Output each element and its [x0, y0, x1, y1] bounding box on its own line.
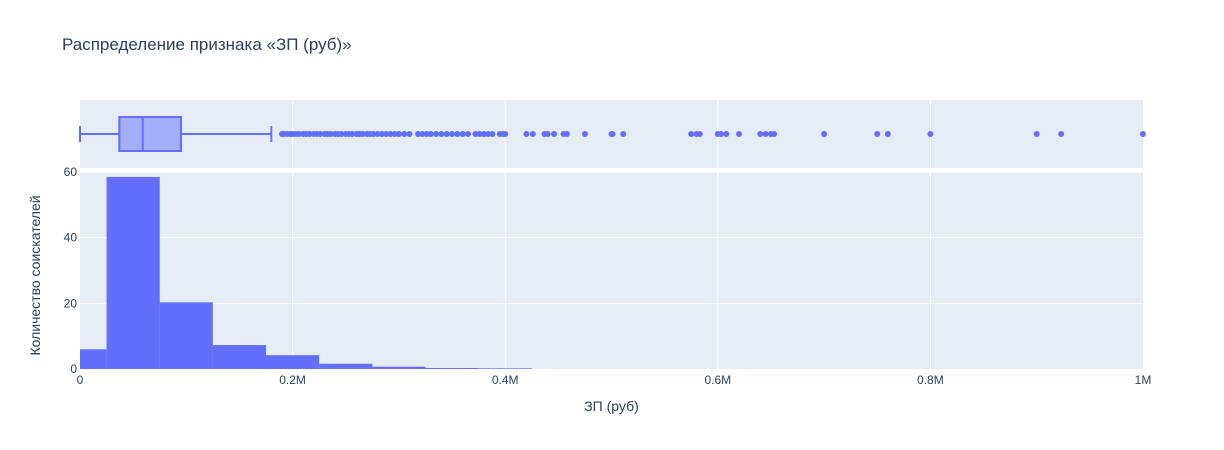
box-outlier-point	[581, 131, 588, 137]
box-outlier-point	[433, 131, 440, 137]
box-outlier-point	[370, 131, 377, 137]
box-outlier-point	[1058, 131, 1065, 137]
histogram-bar	[425, 368, 479, 369]
x-tick-label: 0.6M	[704, 373, 731, 387]
box-outlier-point	[359, 131, 366, 137]
box-outlier-point	[1140, 131, 1146, 137]
box-outlier-point	[401, 131, 408, 137]
histogram-gridlines	[80, 171, 1143, 369]
histogram-bar	[478, 368, 532, 369]
box-outlier-point	[423, 131, 430, 137]
box-outlier-point	[449, 131, 456, 137]
histogram-bar	[372, 366, 426, 369]
box-outlier-point	[383, 131, 390, 137]
box-outlier-point	[295, 131, 302, 137]
histogram-bar	[159, 302, 213, 369]
box-outlier-point	[523, 131, 530, 137]
box-outlier-point	[696, 131, 703, 137]
box-outlier-point	[762, 131, 769, 137]
histogram-bar	[106, 176, 160, 369]
box-outlier-point	[884, 131, 891, 137]
box-outlier-point	[317, 131, 324, 137]
box-plot-elements	[79, 116, 273, 152]
x-axis-ticks: 0 0.2M 0.4M 0.6M 0.8M 1M	[77, 373, 1152, 387]
box-outlier-point	[306, 131, 313, 137]
chart-title: Распределение признака «ЗП (руб)»	[62, 35, 352, 54]
y-tick-label: 20	[64, 296, 78, 310]
box-outlier-point	[476, 131, 483, 137]
y-axis-ticks: 0 20 40 60	[64, 165, 78, 376]
box-outlier-point	[415, 131, 422, 137]
box-outlier-point	[609, 131, 616, 137]
box-outlier-point	[688, 131, 695, 137]
box-outlier-point	[563, 131, 570, 137]
box-outlier-point	[529, 131, 536, 137]
box-outlier-point	[723, 131, 730, 137]
box-outlier-point	[717, 131, 724, 137]
box-outlier-point	[736, 131, 743, 137]
box-outlier-point	[406, 131, 413, 137]
y-tick-label: 60	[64, 165, 78, 179]
box-outlier-point	[927, 131, 934, 137]
box-outlier-point	[472, 131, 479, 137]
box-outlier-point	[374, 131, 381, 137]
x-tick-label: 1M	[1135, 373, 1152, 387]
box-outlier-point	[544, 131, 551, 137]
box-outlier-point	[454, 131, 461, 137]
box-outlier-point	[821, 131, 828, 137]
box-outlier-point	[502, 131, 509, 137]
box-outlier-point	[387, 131, 394, 137]
box-outlier-point	[459, 131, 466, 137]
box-outlier-point	[771, 131, 778, 137]
box-outlier-point	[419, 131, 426, 137]
box-iqr	[118, 116, 182, 152]
y-tick-label: 40	[64, 231, 78, 245]
box-outlier-point	[480, 131, 487, 137]
box-outlier-point	[395, 131, 402, 137]
histogram-bar	[266, 355, 320, 369]
histogram-bars	[80, 176, 532, 369]
x-axis-title: ЗП (руб)	[584, 398, 639, 414]
histogram-bar	[212, 345, 267, 369]
histogram-bar	[319, 363, 373, 369]
histogram-background	[80, 172, 1143, 369]
box-outlier-point	[485, 131, 492, 137]
box-plot-outliers	[278, 131, 1146, 137]
box-outlier-point	[338, 131, 345, 137]
box-outlier-point	[443, 131, 450, 137]
box-outlier-point	[378, 131, 385, 137]
box-outlier-point	[327, 131, 334, 137]
box-outlier-point	[757, 131, 764, 137]
box-outlier-point	[438, 131, 445, 137]
box-outlier-point	[1033, 131, 1040, 137]
x-tick-label: 0.4M	[492, 373, 519, 387]
box-outlier-point	[620, 131, 627, 137]
y-tick-label: 0	[70, 362, 77, 376]
histogram-bar	[80, 349, 107, 369]
box-outlier-point	[391, 131, 398, 137]
x-tick-label: 0	[77, 373, 84, 387]
x-tick-label: 0.2M	[279, 373, 306, 387]
y-axis-title: Количество соискателей	[27, 195, 43, 355]
box-outlier-point	[349, 131, 356, 137]
box-outlier-point	[489, 131, 496, 137]
x-tick-label: 0.8M	[917, 373, 944, 387]
box-outlier-point	[551, 131, 558, 137]
box-outlier-point	[464, 131, 471, 137]
box-outlier-point	[427, 131, 434, 137]
box-outlier-point	[874, 131, 881, 137]
